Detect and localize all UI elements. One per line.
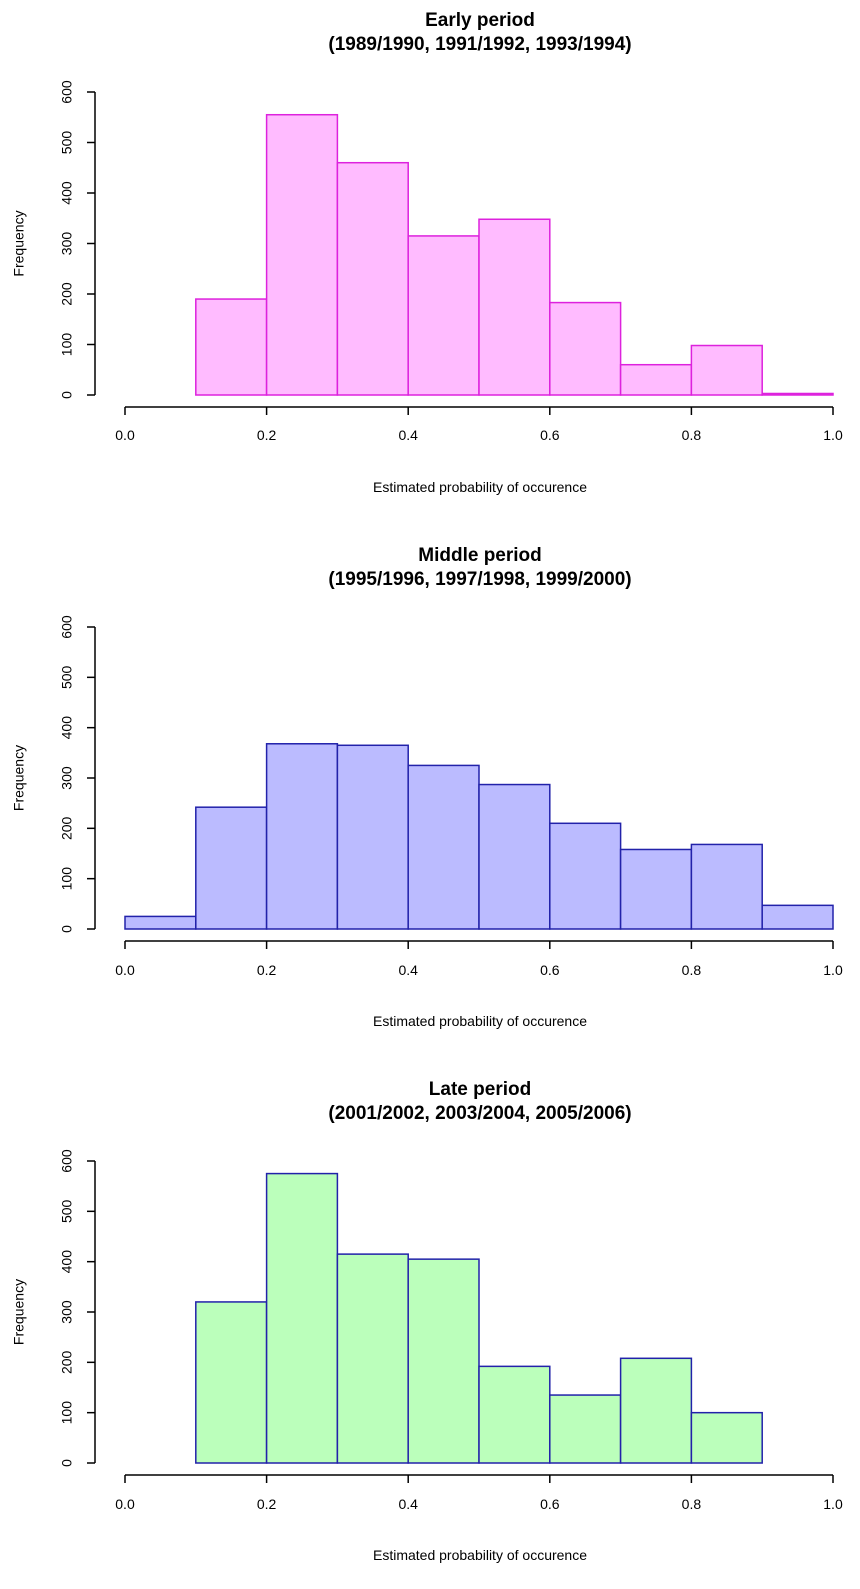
y-tick-label: 400 xyxy=(59,716,75,740)
histogram-bar xyxy=(407,764,480,930)
x-tick-label: 0.0 xyxy=(115,1496,135,1512)
y-axis-label: Frequency xyxy=(11,1279,27,1345)
y-tick-label: 100 xyxy=(59,333,75,357)
y-tick-label: 300 xyxy=(59,1300,75,1324)
histogram-bar xyxy=(478,783,551,930)
histogram-bar xyxy=(761,392,834,396)
y-tick-label: 100 xyxy=(59,1401,75,1425)
histogram-bar xyxy=(336,744,409,930)
y-tick-label: 300 xyxy=(59,232,75,256)
histogram-bar xyxy=(619,1357,693,1464)
x-tick-label: 0.8 xyxy=(682,427,702,443)
histogram-bar xyxy=(195,298,268,396)
y-axis-label: Frequency xyxy=(11,210,27,276)
histogram-bar xyxy=(549,822,622,930)
x-tick-label: 1.0 xyxy=(823,962,843,978)
histogram-bar xyxy=(265,113,339,396)
y-tick-label: 500 xyxy=(59,665,75,689)
x-tick-label: 0.6 xyxy=(540,427,560,443)
x-tick-label: 0.8 xyxy=(682,962,702,978)
histogram-bar xyxy=(124,915,197,930)
x-axis-label: Estimated probability of occurence xyxy=(373,1547,587,1563)
x-tick-label: 0.6 xyxy=(540,962,560,978)
y-tick-label: 600 xyxy=(59,1149,75,1173)
histogram-bar xyxy=(336,1253,409,1464)
y-tick-label: 600 xyxy=(59,80,75,104)
x-tick-label: 0.4 xyxy=(398,427,418,443)
chart-title: Early period xyxy=(425,10,535,31)
x-tick-label: 1.0 xyxy=(823,1496,843,1512)
chart-subtitle: (1989/1990, 1991/1992, 1993/1994) xyxy=(328,34,631,55)
x-axis-label: Estimated probability of occurence xyxy=(373,1013,587,1029)
x-tick-label: 0.2 xyxy=(257,1496,277,1512)
y-tick-label: 500 xyxy=(59,1199,75,1223)
histogram-bar xyxy=(619,363,693,396)
y-tick-label: 400 xyxy=(59,181,75,205)
histogram-panel-2: Middle period (1995/1996, 1997/1998, 1999… xyxy=(11,545,843,1029)
histogram-bar xyxy=(407,235,480,396)
y-tick-label: 100 xyxy=(59,867,75,891)
x-tick-label: 0.4 xyxy=(398,962,418,978)
histogram-panel-1: Early period (1989/1990, 1991/1992, 1993/… xyxy=(11,10,843,495)
x-tick-label: 0.0 xyxy=(115,962,135,978)
chart-title: Middle period xyxy=(418,545,542,566)
histogram-bar xyxy=(761,904,834,930)
y-tick-label: 400 xyxy=(59,1250,75,1274)
y-tick-label: 200 xyxy=(59,816,75,840)
y-tick-label: 0 xyxy=(59,1459,75,1467)
histogram-bar xyxy=(265,743,339,930)
x-tick-label: 0.0 xyxy=(115,427,135,443)
y-tick-label: 200 xyxy=(59,282,75,306)
histogram-bar xyxy=(407,1258,480,1464)
histogram-bar xyxy=(549,1394,622,1464)
chart-subtitle: (2001/2002, 2003/2004, 2005/2006) xyxy=(328,1103,631,1124)
chart-title: Late period xyxy=(429,1079,531,1100)
y-tick-label: 200 xyxy=(59,1350,75,1374)
x-tick-label: 0.2 xyxy=(257,427,277,443)
x-tick-label: 1.0 xyxy=(823,427,843,443)
y-tick-label: 500 xyxy=(59,131,75,155)
chart-subtitle: (1995/1996, 1997/1998, 1999/2000) xyxy=(328,569,631,590)
y-tick-label: 0 xyxy=(59,391,75,399)
x-tick-label: 0.4 xyxy=(398,1496,418,1512)
histogram-panel-3: Late period (2001/2002, 2003/2004, 2005/2… xyxy=(11,1079,843,1563)
histogram-bar xyxy=(195,806,268,930)
histogram-bar xyxy=(549,301,622,396)
y-axis-label: Frequency xyxy=(11,745,27,811)
histogram-bar xyxy=(195,1301,268,1464)
histogram-bar xyxy=(619,848,693,930)
x-tick-label: 0.6 xyxy=(540,1496,560,1512)
x-tick-label: 0.2 xyxy=(257,962,277,978)
y-tick-label: 600 xyxy=(59,615,75,639)
y-tick-label: 0 xyxy=(59,925,75,933)
histogram-bar xyxy=(478,1365,551,1464)
x-axis-label: Estimated probability of occurence xyxy=(373,479,587,495)
histogram-bar xyxy=(690,843,763,930)
x-tick-label: 0.8 xyxy=(682,1496,702,1512)
histogram-bar xyxy=(690,1411,763,1464)
histogram-bar xyxy=(690,344,763,396)
histogram-bar xyxy=(336,161,409,396)
histogram-bar xyxy=(265,1172,339,1464)
y-tick-label: 300 xyxy=(59,766,75,790)
histogram-bar xyxy=(478,218,551,396)
